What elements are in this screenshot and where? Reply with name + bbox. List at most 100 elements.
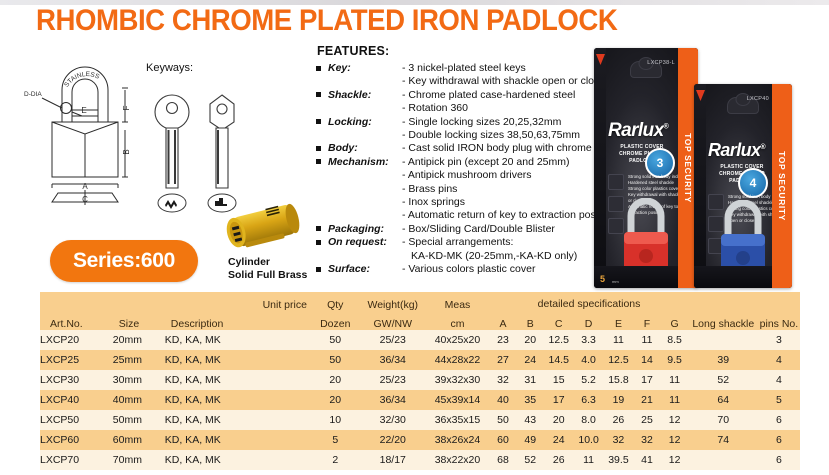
cell-description: KD, KA, MK bbox=[164, 330, 260, 350]
cell-g: 12 bbox=[660, 410, 689, 430]
cell-weight: 25/23 bbox=[360, 370, 426, 390]
cell-e: 15.8 bbox=[603, 370, 634, 390]
cell-d: 10.0 bbox=[573, 430, 604, 450]
package-1-subtitle: PLASTIC COVER CHROME PLATED PADLOCK bbox=[619, 144, 665, 164]
feature-value: KA-KD-MK (20-25mm,-KA-KD only) bbox=[411, 249, 578, 262]
feature-bullet-icon bbox=[316, 142, 328, 151]
cell-g: 9.5 bbox=[660, 350, 689, 370]
cell-b: 52 bbox=[516, 450, 544, 470]
package-2-brand: Rarlux® bbox=[708, 140, 766, 160]
cell-art-no: LXCP20 bbox=[40, 330, 113, 350]
cell-pins: 6 bbox=[757, 430, 800, 450]
table-row: LXCP25 25mm KD, KA, MK 50 36/34 44x28x22 27 24 1… bbox=[40, 350, 800, 370]
cell-d: 3.3 bbox=[573, 330, 604, 350]
package-2-padlock-photo bbox=[721, 200, 765, 274]
feature-bullet-icon bbox=[316, 75, 328, 79]
package-1-padlock-photo bbox=[624, 198, 668, 272]
feature-value: - Rotation 360 bbox=[402, 102, 468, 115]
table-row: LXCP40 40mm KD, KA, MK 20 36/34 45x39x14 40 35 1… bbox=[40, 390, 800, 410]
th-spacer-desc bbox=[164, 292, 260, 311]
cell-qty: 50 bbox=[310, 330, 361, 350]
cell-pins: 6 bbox=[757, 410, 800, 430]
th-size: Size bbox=[112, 311, 165, 330]
cell-f: 14 bbox=[633, 350, 661, 370]
feature-row: - Double locking sizes 38,50,63,75mm bbox=[316, 129, 596, 142]
cell-size: 70mm bbox=[112, 450, 165, 470]
cell-weight: 36/34 bbox=[360, 350, 426, 370]
cell-art-no: LXCP50 bbox=[40, 410, 113, 430]
th-spec-c: C bbox=[543, 311, 574, 330]
th-meas-cm: cm bbox=[425, 311, 490, 330]
table-row: LXCP50 50mm KD, KA, MK 10 32/30 36x35x15 50 43 2… bbox=[40, 410, 800, 430]
cell-weight: 32/30 bbox=[360, 410, 426, 430]
cell-long-shackle: 74 bbox=[688, 430, 758, 450]
th-qty-dozen: Dozen bbox=[310, 311, 361, 330]
feature-bullet-icon bbox=[316, 129, 328, 133]
svg-text:C: C bbox=[82, 195, 88, 204]
cell-description: KD, KA, MK bbox=[164, 430, 260, 450]
cylinder-caption-line2: Solid Full Brass bbox=[228, 269, 308, 281]
feature-bullet-icon bbox=[316, 223, 328, 232]
cell-b: 43 bbox=[516, 410, 544, 430]
cell-g: 12 bbox=[660, 450, 689, 470]
cell-b: 24 bbox=[516, 350, 544, 370]
feature-value: - Special arrangements: bbox=[402, 236, 514, 249]
cell-e: 12.5 bbox=[603, 350, 634, 370]
cell-pins: 4 bbox=[757, 370, 800, 390]
cell-unit-price bbox=[259, 350, 311, 370]
cell-long-shackle bbox=[688, 330, 758, 350]
cell-a: 50 bbox=[489, 410, 517, 430]
cell-c: 12.5 bbox=[543, 330, 574, 350]
cell-art-no: LXCP40 bbox=[40, 390, 113, 410]
cell-e: 39.5 bbox=[603, 450, 634, 470]
keyways-label: Keyways: bbox=[146, 62, 194, 74]
cell-e: 19 bbox=[603, 390, 634, 410]
feature-bullet-icon bbox=[316, 250, 328, 254]
package-1-feature-icons bbox=[608, 174, 624, 240]
feature-value: - 3 nickel-plated steel keys bbox=[402, 62, 526, 74]
svg-text:B: B bbox=[122, 149, 131, 154]
th-long-shackle: Long shackle bbox=[688, 311, 758, 330]
cell-meas: 38x22x20 bbox=[425, 450, 490, 470]
package-1-footer-note: mm bbox=[612, 279, 619, 284]
table-header-row: Art.No. Size Description Dozen GW/NW cm … bbox=[40, 311, 800, 330]
feature-row: Shackle: - Chrome plated case-hardened st… bbox=[316, 89, 596, 102]
feature-bullet-icon bbox=[316, 116, 328, 125]
cell-weight: 22/20 bbox=[360, 430, 426, 450]
svg-text:D-DIA: D-DIA bbox=[24, 91, 42, 98]
cell-d: 5.2 bbox=[573, 370, 604, 390]
feature-bullet-icon bbox=[316, 196, 328, 200]
th-description: Description bbox=[164, 311, 260, 330]
cell-unit-price bbox=[259, 370, 311, 390]
svg-text:E: E bbox=[81, 106, 86, 115]
feature-key-label: Surface: bbox=[328, 263, 371, 276]
cell-qty: 50 bbox=[310, 350, 361, 370]
cell-a: 27 bbox=[489, 350, 517, 370]
keyways-diagram: Keyways: bbox=[146, 62, 266, 213]
cell-weight: 18/17 bbox=[360, 450, 426, 470]
cell-long-shackle: 70 bbox=[688, 410, 758, 430]
cell-meas: 44x28x22 bbox=[425, 350, 490, 370]
package-1-code: LXCP38-L bbox=[647, 60, 675, 66]
feature-value: - Antipick pin (except 20 and 25mm) bbox=[402, 155, 570, 168]
cell-b: 35 bbox=[516, 390, 544, 410]
cell-description: KD, KA, MK bbox=[164, 450, 260, 470]
cell-qty: 20 bbox=[310, 390, 361, 410]
th-spacer-art bbox=[40, 292, 113, 311]
th-spec-f: F bbox=[633, 311, 661, 330]
cell-meas: 45x39x14 bbox=[425, 390, 490, 410]
cell-a: 32 bbox=[489, 370, 517, 390]
feature-row: Key: - 3 nickel-plated steel keys bbox=[316, 62, 596, 75]
th-unit-price bbox=[259, 311, 311, 330]
cell-size: 20mm bbox=[112, 330, 165, 350]
cell-unit-price bbox=[259, 410, 311, 430]
feature-row: - Inox springs bbox=[316, 196, 596, 209]
feature-row: Packaging: - Box/Sliding Card/Double Blis… bbox=[316, 223, 596, 236]
cell-description: KD, KA, MK bbox=[164, 410, 260, 430]
cell-d: 6.3 bbox=[573, 390, 604, 410]
table-row: LXCP60 60mm KD, KA, MK 5 22/20 38x26x24 60 49 24… bbox=[40, 430, 800, 450]
cell-b: 20 bbox=[516, 330, 544, 350]
feature-value: - Chrome plated case-hardened steel bbox=[402, 88, 576, 101]
feature-row: - Rotation 360 bbox=[316, 102, 596, 115]
